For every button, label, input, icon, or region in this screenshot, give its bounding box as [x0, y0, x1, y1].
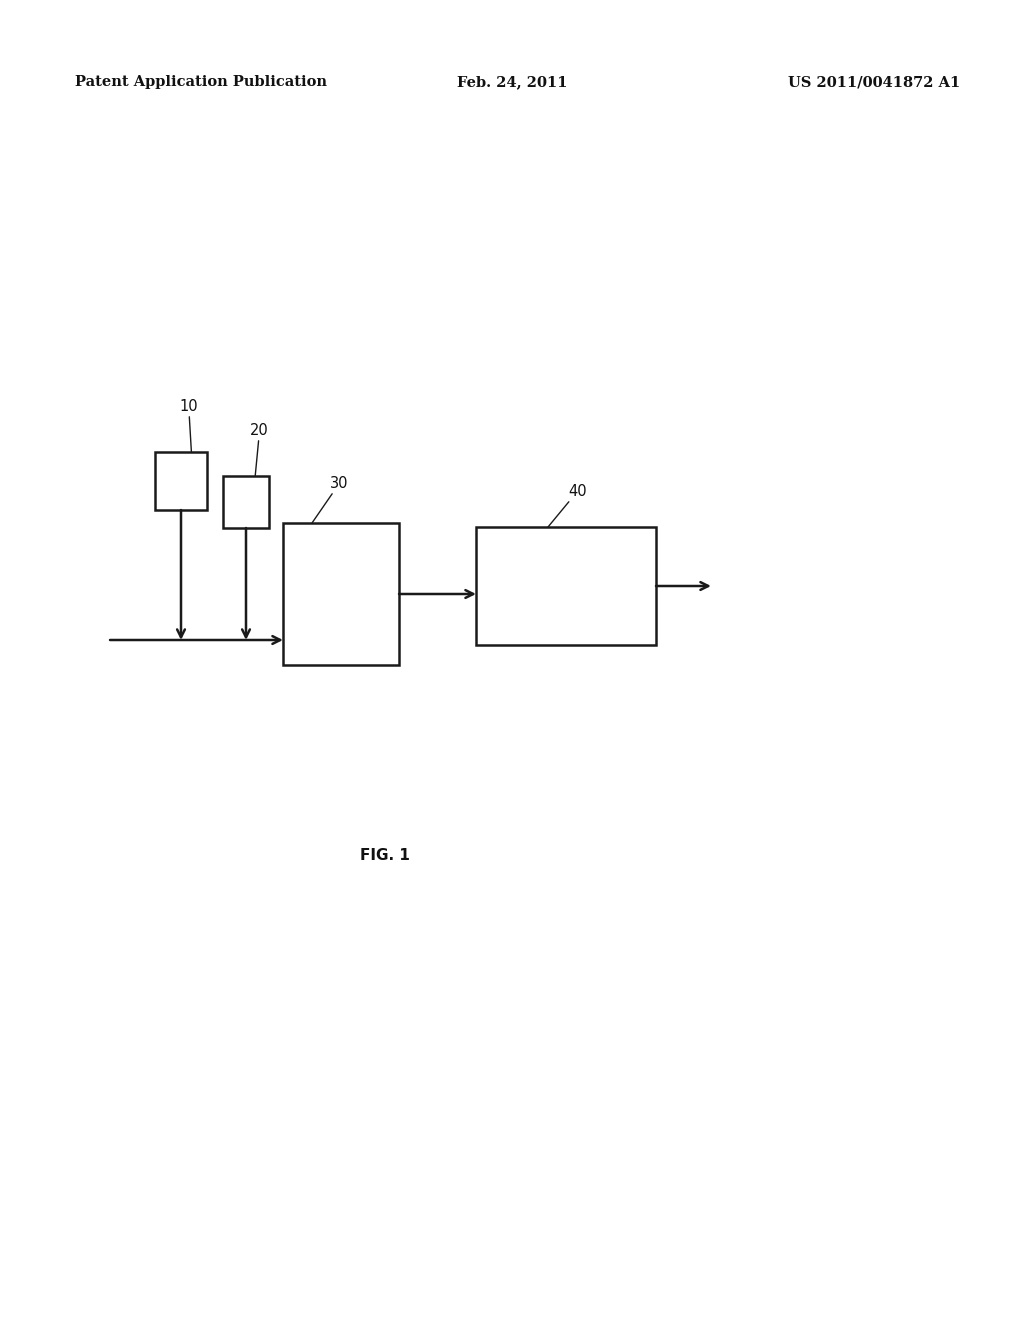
Bar: [155, 451, 207, 510]
Text: 40: 40: [548, 484, 587, 527]
Text: 10: 10: [179, 399, 198, 451]
Text: US 2011/0041872 A1: US 2011/0041872 A1: [787, 75, 961, 88]
Bar: [223, 477, 269, 528]
Text: Patent Application Publication: Patent Application Publication: [75, 75, 327, 88]
Text: 30: 30: [312, 477, 348, 523]
Text: FIG. 1: FIG. 1: [360, 847, 410, 862]
Text: Feb. 24, 2011: Feb. 24, 2011: [457, 75, 567, 88]
Bar: [476, 527, 656, 645]
Bar: [283, 523, 399, 665]
Text: 20: 20: [250, 422, 269, 477]
